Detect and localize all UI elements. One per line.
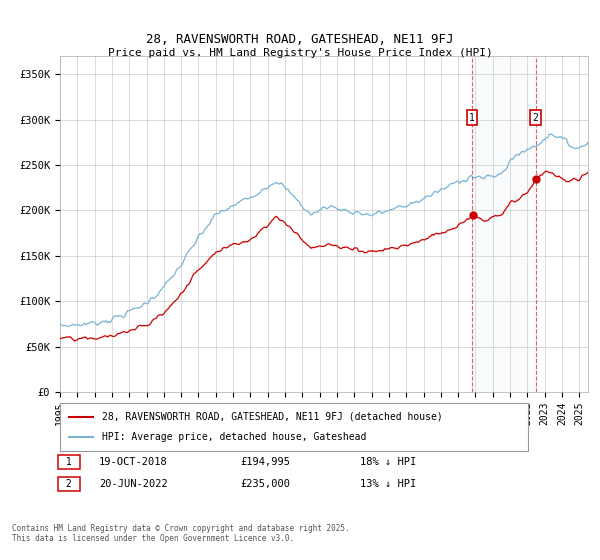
Text: 2: 2: [60, 479, 77, 489]
Text: 28, RAVENSWORTH ROAD, GATESHEAD, NE11 9FJ: 28, RAVENSWORTH ROAD, GATESHEAD, NE11 9F…: [146, 32, 454, 46]
Text: 1: 1: [469, 113, 475, 123]
Text: Contains HM Land Registry data © Crown copyright and database right 2025.
This d: Contains HM Land Registry data © Crown c…: [12, 524, 350, 543]
Text: 19-OCT-2018: 19-OCT-2018: [99, 457, 168, 467]
Text: 2: 2: [533, 113, 538, 123]
Text: £235,000: £235,000: [240, 479, 290, 489]
Text: 20-JUN-2022: 20-JUN-2022: [99, 479, 168, 489]
Bar: [472, 56, 536, 392]
Text: HPI: Average price, detached house, Gateshead: HPI: Average price, detached house, Gate…: [102, 432, 367, 442]
Text: £194,995: £194,995: [240, 457, 290, 467]
Text: 18% ↓ HPI: 18% ↓ HPI: [360, 457, 416, 467]
Text: 13% ↓ HPI: 13% ↓ HPI: [360, 479, 416, 489]
Text: 28, RAVENSWORTH ROAD, GATESHEAD, NE11 9FJ (detached house): 28, RAVENSWORTH ROAD, GATESHEAD, NE11 9F…: [102, 412, 443, 422]
Text: 1: 1: [60, 457, 77, 467]
Text: Price paid vs. HM Land Registry's House Price Index (HPI): Price paid vs. HM Land Registry's House …: [107, 48, 493, 58]
